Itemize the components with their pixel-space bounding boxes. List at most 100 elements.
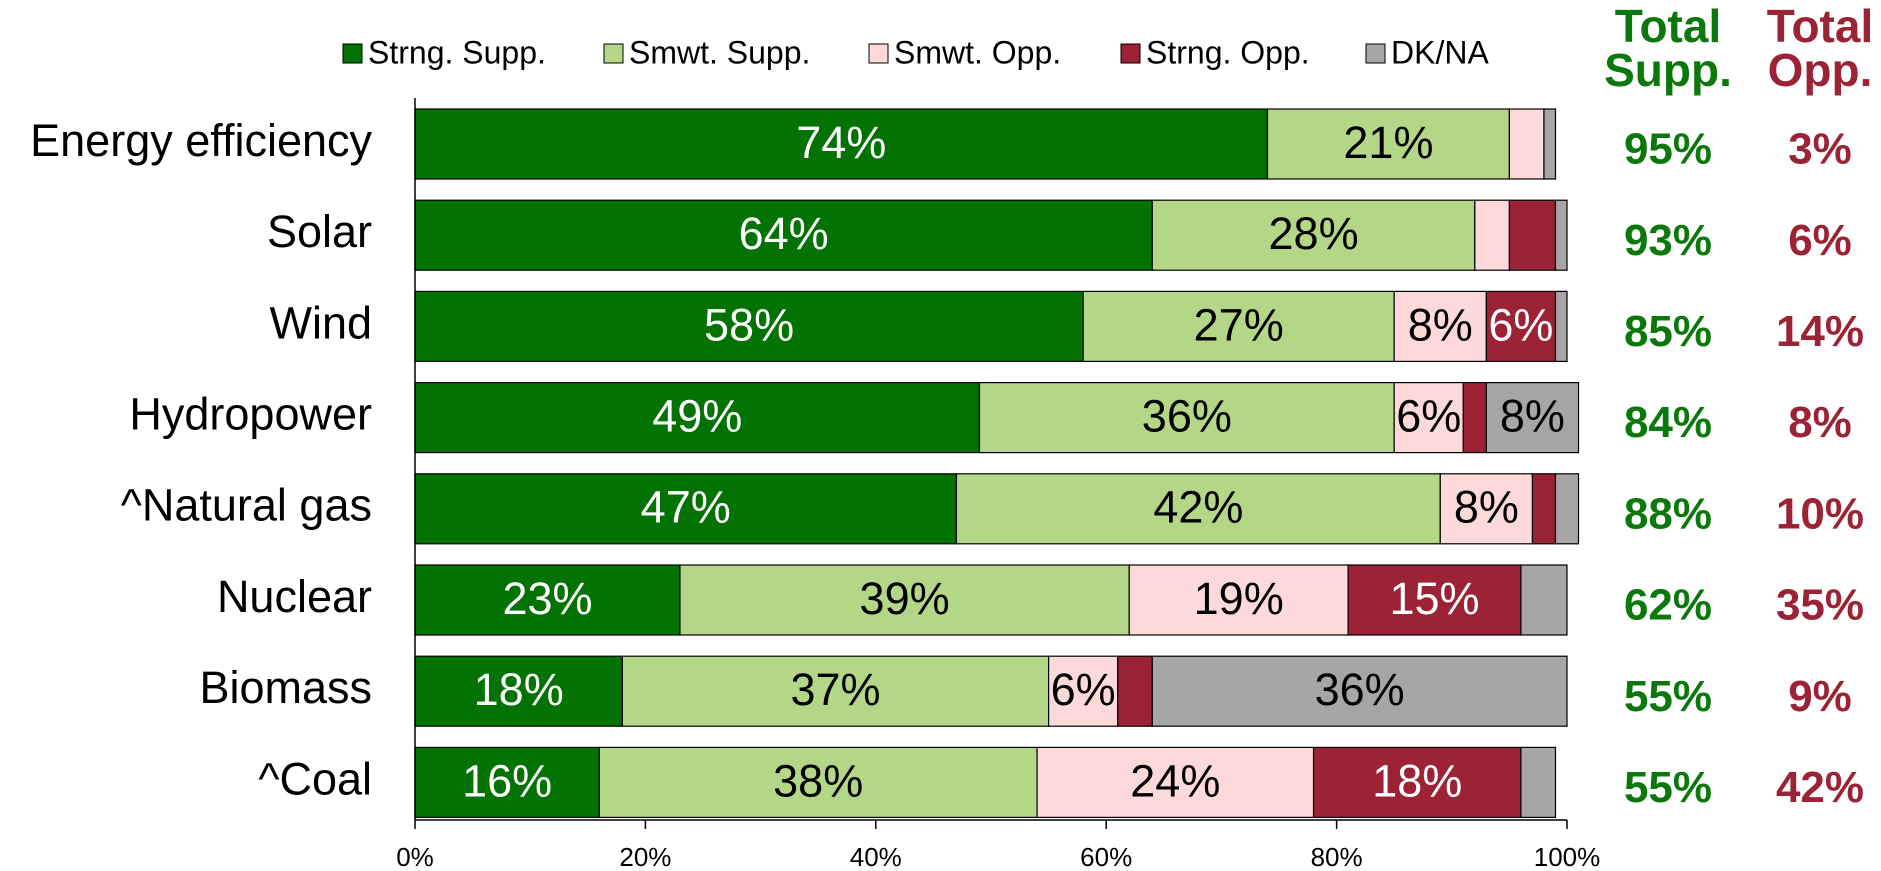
legend-swatch: [342, 43, 363, 64]
bar-segment: [414, 290, 1084, 362]
total-value: 55%: [1624, 672, 1712, 721]
bar-segment: [414, 473, 958, 545]
bar-segment: [1151, 655, 1568, 727]
data-label: 58%: [704, 299, 794, 350]
bar-segment: [598, 746, 1038, 819]
bar-segment: [1554, 199, 1568, 271]
x-tick-label: 0%: [396, 842, 434, 871]
total-header: Total: [1615, 0, 1721, 52]
x-tick-label: 60%: [1080, 842, 1132, 871]
x-tick-label: 100%: [1534, 842, 1601, 871]
data-label: 39%: [860, 573, 950, 624]
legend-swatch: [1120, 43, 1141, 64]
bar-segment: [1312, 746, 1522, 819]
legend-swatch: [1365, 43, 1386, 64]
bar-segment: [1554, 473, 1580, 545]
bar-segment: [955, 473, 1441, 545]
category-label: Biomass: [199, 662, 372, 713]
data-label: 6%: [1051, 664, 1116, 715]
legend-label: Strng. Opp.: [1146, 34, 1310, 70]
data-label: 28%: [1269, 208, 1359, 259]
bar-segment: [414, 199, 1153, 271]
bar-segment: [1151, 199, 1476, 271]
data-label: 49%: [652, 390, 742, 441]
bar-segment: [621, 655, 1050, 727]
bar-segment: [1117, 655, 1153, 727]
bar-segment: [1474, 199, 1510, 271]
x-tick-label: 40%: [850, 842, 902, 871]
bar-segment: [1462, 382, 1487, 454]
bar-segment: [1531, 473, 1557, 545]
total-header: Total: [1767, 0, 1873, 52]
legend-swatch: [868, 43, 889, 64]
bar-segment: [1128, 564, 1349, 636]
bar-segment: [1554, 290, 1568, 362]
data-label: 16%: [462, 755, 552, 806]
total-value: 8%: [1788, 398, 1852, 447]
data-label: 47%: [641, 482, 731, 533]
total-value: 10%: [1776, 489, 1864, 538]
total-header: Supp.: [1604, 44, 1732, 96]
category-label: Nuclear: [217, 571, 372, 622]
x-tick-label: 20%: [619, 842, 671, 871]
total-value: 35%: [1776, 581, 1864, 630]
category-label: Wind: [269, 297, 372, 348]
bar-segment: [1082, 290, 1395, 362]
data-label: 24%: [1130, 755, 1220, 806]
bar-segment: [414, 108, 1269, 180]
category-label: ^Coal: [258, 753, 372, 804]
data-label: 15%: [1389, 573, 1479, 624]
legend-label: Smwt. Supp.: [629, 34, 810, 70]
total-value: 62%: [1624, 581, 1712, 630]
bar-segment: [1520, 564, 1568, 636]
bar-segment: [978, 382, 1395, 454]
bar-segment: [1266, 108, 1510, 180]
data-label: 64%: [739, 208, 829, 259]
category-label: Hydropower: [129, 388, 372, 439]
bar-segment: [1508, 108, 1545, 180]
bar-segment: [414, 655, 623, 727]
total-value: 9%: [1788, 672, 1852, 721]
data-label: 36%: [1142, 390, 1232, 441]
data-label: 19%: [1194, 573, 1284, 624]
total-value: 84%: [1624, 398, 1712, 447]
bar-segment: [1485, 290, 1557, 362]
x-tick-label: 80%: [1311, 842, 1363, 871]
total-value: 55%: [1624, 763, 1712, 812]
bar-segment: [1520, 746, 1557, 819]
total-value: 88%: [1624, 489, 1712, 538]
bar-segment: [1543, 108, 1557, 180]
data-label: 27%: [1194, 299, 1284, 350]
category-label: Solar: [267, 206, 372, 257]
data-label: 36%: [1315, 664, 1405, 715]
total-header: Opp.: [1768, 44, 1873, 96]
data-label: 8%: [1500, 390, 1565, 441]
data-label: 37%: [790, 664, 880, 715]
data-label: 38%: [773, 755, 863, 806]
bar-segment: [1393, 290, 1487, 362]
bar-segment: [679, 564, 1130, 636]
data-label: 8%: [1408, 299, 1473, 350]
legend-label: Strng. Supp.: [368, 34, 546, 70]
category-label: Energy efficiency: [30, 115, 372, 166]
data-label: 18%: [1372, 755, 1462, 806]
category-label: ^Natural gas: [121, 480, 372, 531]
legend-label: DK/NA: [1391, 34, 1489, 70]
total-value: 42%: [1776, 763, 1864, 812]
bar-segment: [1485, 382, 1580, 454]
data-label: 18%: [474, 664, 564, 715]
legend-label: Smwt. Opp.: [894, 34, 1061, 70]
total-value: 3%: [1788, 125, 1852, 174]
data-label: 8%: [1454, 482, 1519, 533]
data-label: 74%: [796, 117, 886, 168]
data-label: 42%: [1153, 482, 1243, 533]
total-value: 93%: [1624, 216, 1712, 265]
total-value: 14%: [1776, 307, 1864, 356]
bar-segment: [1508, 199, 1557, 271]
data-label: 23%: [502, 573, 592, 624]
data-label: 21%: [1343, 117, 1433, 168]
total-value: 85%: [1624, 307, 1712, 356]
legend-swatch: [603, 43, 624, 64]
bar-segment: [1047, 655, 1119, 727]
